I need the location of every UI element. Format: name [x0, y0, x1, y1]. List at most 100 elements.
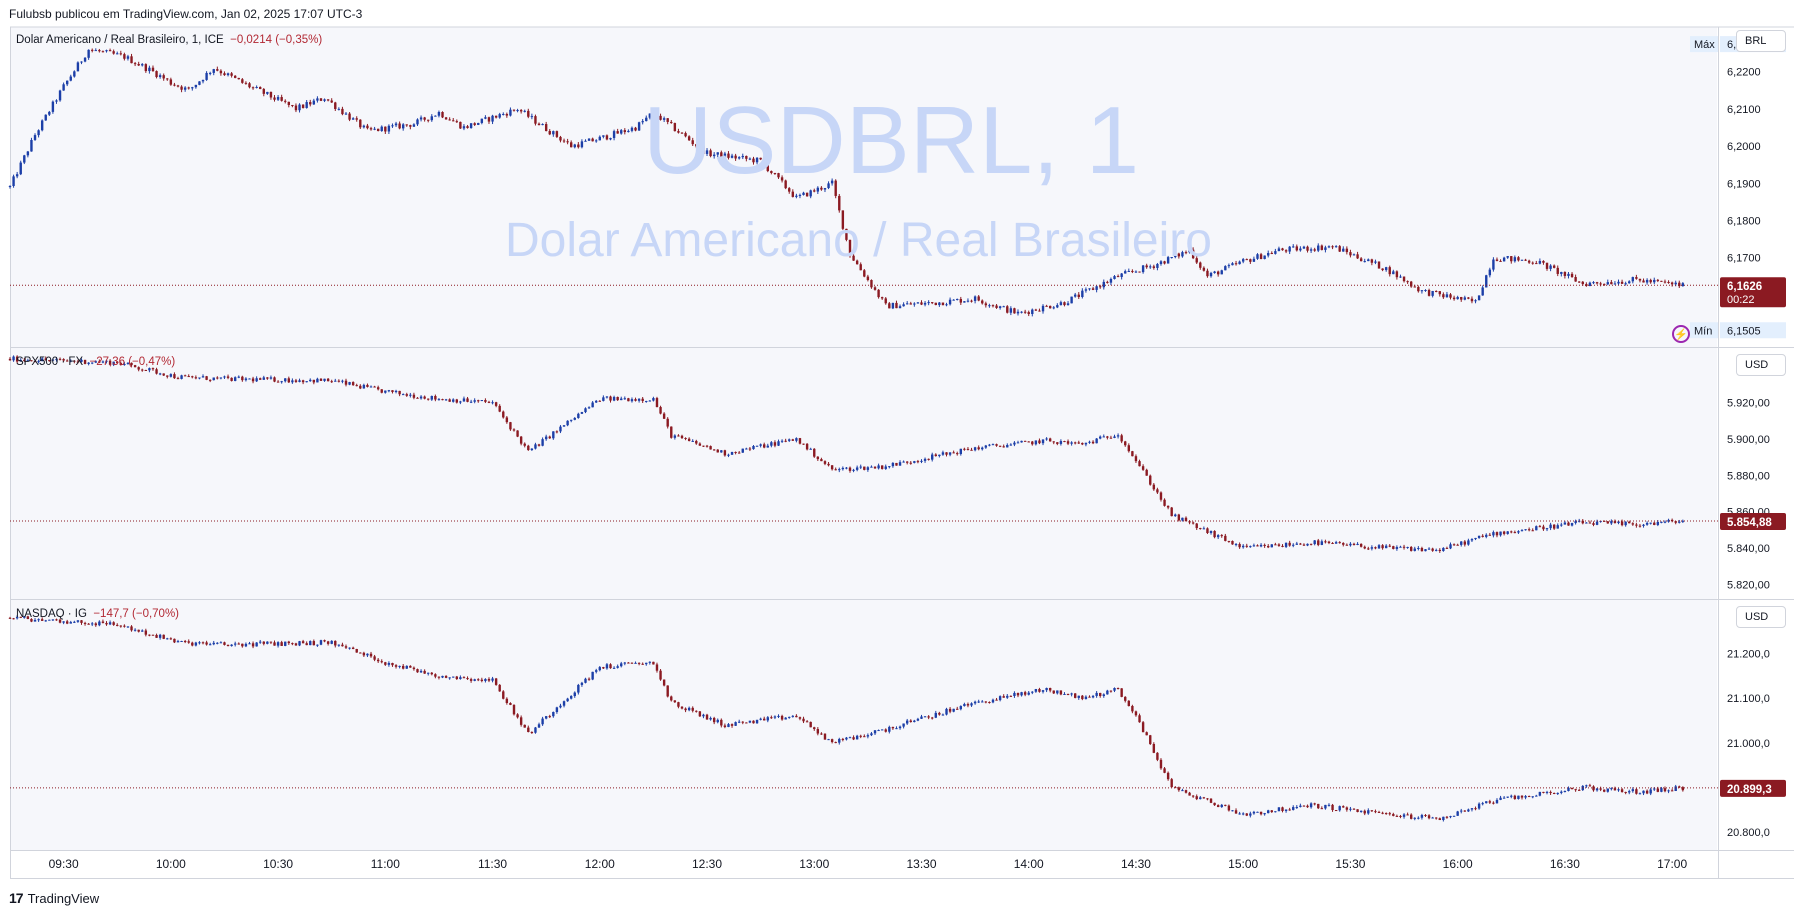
time-axis-label: 11:30: [478, 857, 507, 871]
candle-body: [1220, 804, 1223, 808]
candle-body: [784, 717, 787, 720]
candle-body: [287, 378, 291, 383]
candle-body: [12, 356, 15, 361]
candle-body: [1041, 690, 1045, 692]
time-axis-label: 12:30: [692, 857, 722, 871]
candle-body: [309, 102, 312, 105]
candle-body: [1002, 446, 1005, 448]
candle-body: [37, 619, 40, 621]
candle-body: [584, 408, 587, 413]
time-axis-label: 11:00: [371, 857, 400, 871]
candle-body: [973, 447, 977, 451]
currency-badge-brl[interactable]: BRL: [1736, 30, 1786, 52]
legend-spx500[interactable]: SPX500 · FX −27,36 (−0,47%): [16, 356, 175, 368]
candle-body: [341, 108, 344, 115]
candle-body: [205, 642, 208, 645]
candle-body: [208, 379, 212, 381]
candle-body: [259, 641, 262, 643]
candle-body: [1492, 259, 1495, 270]
candle-body: [1603, 283, 1606, 285]
candle-body: [1334, 542, 1338, 544]
candle-body: [1241, 545, 1245, 548]
candle-body: [1667, 281, 1670, 283]
candle-body: [791, 439, 795, 441]
candle-body: [237, 643, 240, 645]
candle-body: [716, 449, 719, 453]
candle-body: [880, 465, 884, 469]
candle-body: [523, 724, 526, 728]
candle-body: [469, 123, 473, 129]
candle-body: [1645, 279, 1649, 283]
candle-body: [1631, 789, 1635, 792]
candle-body: [166, 78, 169, 80]
candle-body: [1345, 544, 1349, 546]
candle-body: [741, 721, 744, 723]
candle-body: [376, 387, 380, 390]
candle-body: [266, 377, 269, 379]
candle-body: [1663, 281, 1667, 283]
time-axis-label: 15:30: [1335, 857, 1365, 871]
candle-body: [40, 358, 44, 362]
candle-body: [55, 619, 58, 621]
candle-body: [1438, 291, 1441, 295]
candle-body: [269, 377, 273, 379]
candle-body: [1427, 290, 1431, 296]
candle-body: [1542, 260, 1545, 263]
candle-body: [262, 641, 265, 644]
candle-body: [348, 647, 351, 649]
candle-body: [1370, 259, 1374, 263]
candle-body: [1674, 786, 1677, 792]
candle-body: [1588, 282, 1592, 286]
candle-body: [569, 142, 573, 148]
candle-body: [1377, 545, 1381, 549]
candle-body: [326, 641, 330, 644]
candle-body: [151, 67, 155, 72]
candle-body: [1138, 461, 1141, 467]
candle-body: [823, 733, 827, 740]
candle-body: [51, 619, 55, 621]
candle-body: [341, 644, 344, 647]
candle-body: [809, 721, 812, 728]
candle-body: [1606, 521, 1609, 524]
candle-body: [291, 643, 294, 645]
candle-body: [984, 445, 988, 448]
candle-body: [1016, 311, 1020, 314]
candle-body: [1567, 787, 1570, 791]
candle-body: [1420, 290, 1424, 292]
candle-body: [648, 400, 652, 402]
legend-nasdaq[interactable]: NASDAQ · IG −147,7 (−0,70%): [16, 608, 179, 620]
legend-usdbrl[interactable]: Dolar Americano / Real Brasileiro, 1, IC…: [16, 34, 322, 46]
candle-body: [101, 361, 105, 363]
candle-body: [1442, 816, 1445, 821]
candle-body: [73, 360, 76, 362]
candle-body: [1077, 695, 1080, 698]
candle-body: [766, 445, 769, 448]
candle-body: [105, 622, 108, 625]
candle-body: [1195, 523, 1198, 529]
currency-badge-usd-nasdaq[interactable]: USD: [1736, 606, 1786, 628]
range-max-label: Máx: [1694, 39, 1715, 51]
candle-body: [219, 377, 223, 379]
candle-body: [1116, 276, 1120, 278]
candle-body: [409, 125, 412, 127]
candle-body: [952, 452, 955, 454]
candle-body: [877, 730, 880, 732]
candle-body: [494, 115, 498, 118]
bar-countdown: 00:22: [1727, 294, 1755, 306]
candle-body: [241, 376, 244, 381]
candle-body: [1581, 281, 1584, 285]
candle-body: [83, 359, 87, 364]
candle-body: [645, 117, 648, 122]
candle-body: [1477, 535, 1481, 538]
candle-body: [1006, 306, 1009, 313]
candle-body: [698, 711, 702, 717]
candle-body: [469, 401, 473, 403]
candle-body: [444, 399, 448, 401]
candle-body: [198, 642, 201, 644]
candle-body: [620, 130, 623, 134]
lightning-icon[interactable]: ⚡: [1672, 325, 1690, 343]
candle-body: [198, 81, 201, 85]
candle-body: [1399, 815, 1402, 817]
currency-badge-usd-spx[interactable]: USD: [1736, 354, 1786, 376]
